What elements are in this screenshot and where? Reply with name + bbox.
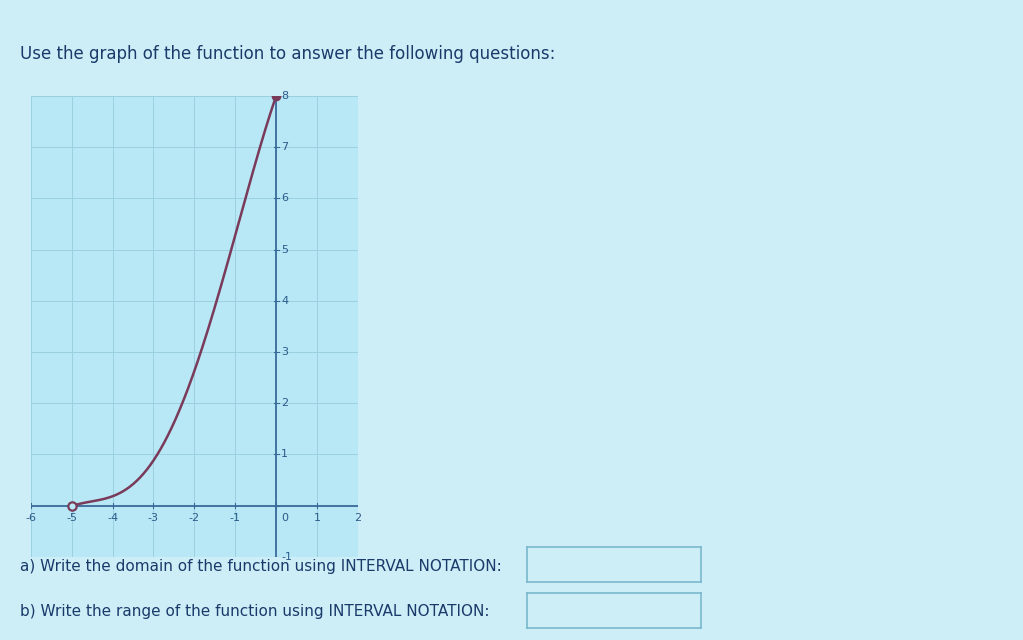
- Text: 2: 2: [355, 513, 361, 524]
- Text: 0: 0: [281, 513, 288, 524]
- Text: a) Write the domain of the function using INTERVAL NOTATION:: a) Write the domain of the function usin…: [20, 559, 502, 574]
- Text: -1: -1: [230, 513, 240, 524]
- Text: -4: -4: [107, 513, 118, 524]
- Text: -5: -5: [66, 513, 77, 524]
- Text: 1: 1: [281, 449, 288, 460]
- Text: b) Write the range of the function using INTERVAL NOTATION:: b) Write the range of the function using…: [20, 604, 490, 619]
- Text: -2: -2: [189, 513, 199, 524]
- Text: -3: -3: [148, 513, 159, 524]
- Text: Use the graph of the function to answer the following questions:: Use the graph of the function to answer …: [20, 45, 555, 63]
- Text: 3: 3: [281, 347, 288, 357]
- Text: -1: -1: [281, 552, 293, 562]
- Text: 7: 7: [281, 142, 288, 152]
- Text: 4: 4: [281, 296, 288, 306]
- Text: 1: 1: [314, 513, 320, 524]
- Text: 5: 5: [281, 244, 288, 255]
- Text: 8: 8: [281, 91, 288, 101]
- Text: 2: 2: [281, 398, 288, 408]
- Text: -6: -6: [26, 513, 36, 524]
- Text: 6: 6: [281, 193, 288, 204]
